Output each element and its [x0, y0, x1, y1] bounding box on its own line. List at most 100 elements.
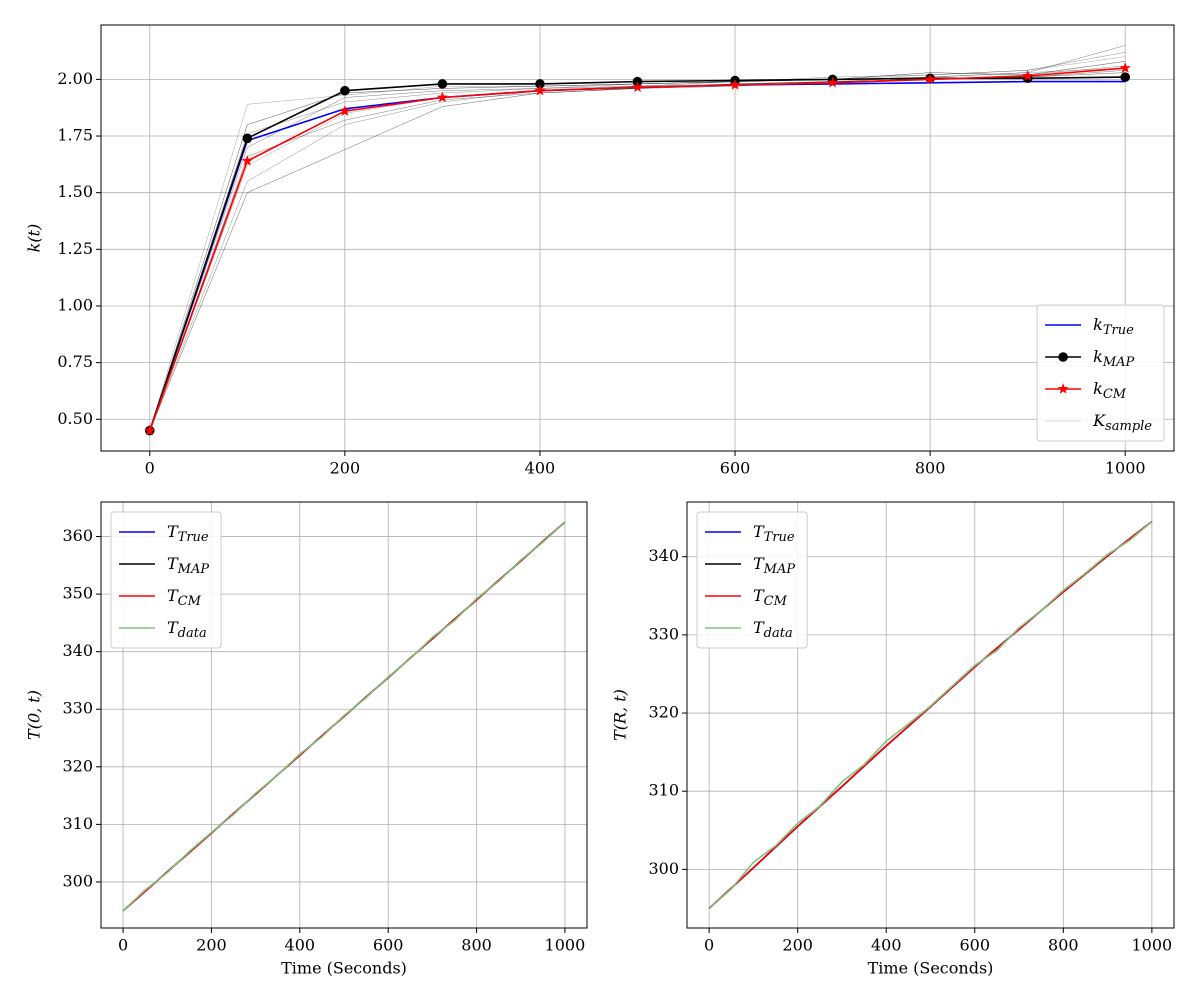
y-tick-label: 320 [648, 703, 679, 722]
legend-name: k [1093, 347, 1103, 366]
legend-label: TCM [167, 586, 202, 609]
marker-star [826, 76, 839, 88]
legend-box [696, 511, 808, 649]
x-tick-label: 800 [915, 459, 946, 478]
legend-subscript: sample [1105, 419, 1152, 434]
y-tick-label: 340 [62, 641, 93, 660]
x-tick-label: 0 [704, 936, 714, 955]
marker-star [729, 79, 741, 90]
x-tick-label: 0 [118, 936, 128, 955]
x-tick-label: 200 [782, 936, 813, 955]
axes: 0 200 400 600 800 1000 0.50 0.75 1.00 1.25 1.50 1.7… [25, 24, 1175, 478]
x-tick-label: 800 [1048, 936, 1079, 955]
legend-name: T [753, 618, 765, 637]
x-tick-label: 600 [373, 936, 404, 955]
legend-name: T [167, 554, 179, 573]
x-tick-label: 200 [330, 459, 361, 478]
marker-circle [1120, 72, 1131, 82]
legend-label: TCM [753, 586, 788, 609]
marker-circle [1058, 352, 1068, 362]
legend-name: T [167, 618, 179, 637]
legend-name: k [1093, 379, 1103, 398]
legend-name: T [753, 522, 765, 541]
legend-subscript: True [178, 530, 209, 545]
y-tick-label: 350 [62, 584, 93, 603]
marker-star [1022, 70, 1034, 81]
marker-circle [242, 133, 253, 144]
marker-star [241, 155, 253, 166]
axes-frame [100, 501, 588, 929]
legend-name: T [167, 586, 179, 605]
y-tick-label: 1.00 [57, 295, 93, 314]
legend-label: TMAP [753, 554, 795, 577]
plot-area [101, 25, 1174, 451]
y-axis-label: T(R, t) [611, 689, 630, 741]
marker-star [631, 81, 644, 93]
legend-name: k [1093, 315, 1103, 334]
x-tick-label: 400 [525, 459, 556, 478]
legend-label: Tdata [753, 618, 793, 641]
x-tick-label: 1000 [545, 936, 586, 955]
legend-label: TMAP [167, 554, 209, 577]
marker-star [1119, 62, 1131, 73]
marker-star [1057, 383, 1069, 394]
legend-label: TTrue [753, 522, 795, 545]
series-line [708, 520, 1153, 910]
legend-subscript: True [1103, 323, 1134, 338]
marker-circle [437, 79, 448, 89]
x-tick-label: 1000 [1105, 459, 1146, 478]
legend-subscript: MAP [763, 562, 796, 577]
legend-label: kCM [1093, 379, 1127, 402]
marker-star [339, 105, 351, 116]
x-axis-label: Time (Seconds) [281, 959, 407, 978]
marker-star [144, 424, 156, 436]
y-tick-label: 1.25 [57, 239, 93, 258]
x-axis-label: Time (Seconds) [868, 959, 994, 978]
axes: 0 200 400 600 800 1000 300 310 320 330 340 Time (Se… [611, 501, 1175, 978]
x-tick-label: 200 [196, 936, 227, 955]
axes: 0 200 400 600 800 1000 300 310 320 330 340 350 360 Ti… [25, 501, 588, 978]
x-tick-label: 0 [145, 459, 155, 478]
y-tick-label: 330 [62, 699, 93, 718]
legend-name: K [1092, 411, 1106, 430]
y-tick-label: 0.75 [57, 352, 93, 371]
legend-subscript: MAP [177, 562, 210, 577]
legend-subscript: True [764, 530, 795, 545]
marker-star [534, 84, 546, 96]
y-tick-label: 340 [648, 546, 679, 565]
legend-name: T [167, 522, 179, 541]
legend-subscript: data [764, 626, 793, 641]
x-tick-label: 1000 [1132, 936, 1173, 955]
y-axis-label: T(0, t) [25, 690, 44, 740]
legend-subscript: CM [1103, 387, 1127, 402]
y-tick-label: 310 [648, 781, 679, 800]
series-line [122, 521, 566, 912]
axes-frame [686, 501, 1175, 929]
legend-subscript: CM [764, 594, 788, 609]
legend-subscript: MAP [1102, 355, 1135, 370]
legend-label: kMAP [1093, 347, 1134, 370]
legend-box [110, 511, 222, 649]
legend-label: TTrue [167, 522, 209, 545]
y-tick-label: 330 [648, 624, 679, 643]
legend-subscript: data [178, 626, 207, 641]
marker-circle [340, 85, 350, 96]
legend-subscript: CM [178, 594, 202, 609]
legend-label: Ksample [1092, 411, 1152, 434]
legend-box [1036, 304, 1165, 442]
legend-label: kTrue [1093, 315, 1134, 338]
y-tick-label: 310 [62, 814, 93, 833]
marker-star [924, 73, 936, 85]
axes-frame [100, 24, 1175, 452]
y-axis-label: k(t) [25, 224, 44, 253]
legend-name: T [753, 586, 765, 605]
y-tick-label: 300 [62, 871, 93, 890]
x-tick-label: 400 [285, 936, 316, 955]
legend-label: Tdata [167, 618, 207, 641]
y-tick-label: 2.00 [57, 69, 93, 88]
x-tick-label: 600 [959, 936, 990, 955]
